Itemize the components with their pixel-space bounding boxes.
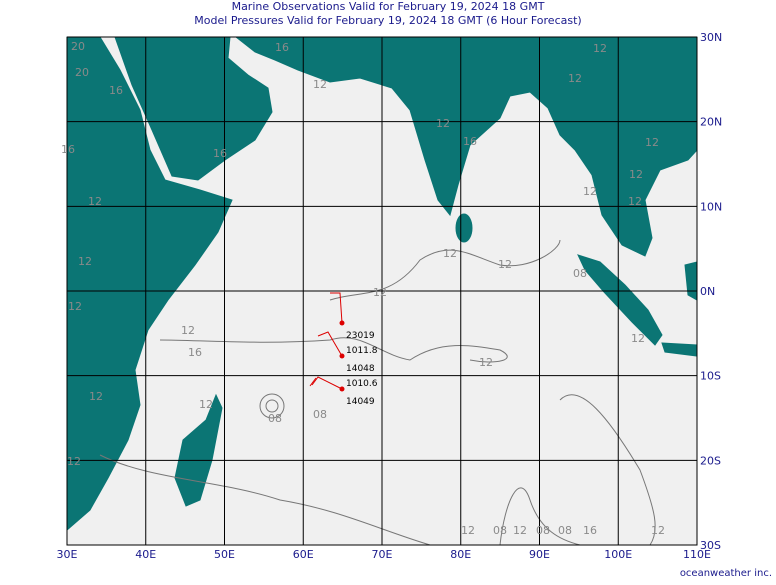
isobar-label: 12 <box>443 247 457 260</box>
lat-label: 10S <box>700 370 721 383</box>
isobar-label: 12 <box>568 72 582 85</box>
isobar-label: 12 <box>313 78 327 91</box>
graticule <box>66 36 698 546</box>
isobar-label: 08 <box>536 524 550 537</box>
isobar-label: 12 <box>89 390 103 403</box>
isobar-label: 12 <box>645 136 659 149</box>
labels: 30E 40E 50E 60E 70E 80E 90E 100E 110E 30N 20N 10N 0N… <box>57 31 723 561</box>
isobar-label: 12 <box>436 117 450 130</box>
isobar-label: 20 <box>75 66 89 79</box>
lat-label: 20S <box>700 454 721 467</box>
isobar-label: 20 <box>71 40 85 53</box>
land <box>66 36 698 532</box>
isobar-label: 12 <box>629 168 643 181</box>
isobar-label: 08 <box>313 408 327 421</box>
lon-label: 90E <box>529 548 550 561</box>
station-id: 14048 <box>346 364 375 374</box>
isobar-label: 08 <box>493 524 507 537</box>
isobar-label: 12 <box>479 356 493 369</box>
lon-label: 80E <box>450 548 471 561</box>
isobar-label: 08 <box>268 412 282 425</box>
subtitle: Model Pressures Valid for February 19, 2… <box>194 14 581 27</box>
isobar-label: 12 <box>498 258 512 271</box>
lon-label: 40E <box>135 548 156 561</box>
station-id: 14049 <box>346 397 375 407</box>
wind-barbs <box>309 292 343 390</box>
isobar-label: 16 <box>275 41 289 54</box>
isobar-label: 16 <box>188 346 202 359</box>
isobar-label: 12 <box>373 286 387 299</box>
lat-label: 30N <box>700 31 722 44</box>
station-id: 23019 <box>346 331 375 341</box>
isobar-label: 12 <box>199 398 213 411</box>
station-pressure: 1011.8 <box>346 346 378 356</box>
isobar-label: 12 <box>461 524 475 537</box>
isobar-label: 12 <box>583 185 597 198</box>
isobar-label: 12 <box>68 300 82 313</box>
isobar-label: 08 <box>558 524 572 537</box>
title: Marine Observations Valid for February 1… <box>232 0 545 13</box>
lon-label: 110E <box>683 548 711 561</box>
isobar-label: 16 <box>61 143 75 156</box>
isobar-label: 12 <box>513 524 527 537</box>
lon-label: 60E <box>293 548 314 561</box>
isobar-label: 12 <box>88 195 102 208</box>
isobar-label: 12 <box>593 42 607 55</box>
station-pressure: 1010.6 <box>346 379 378 389</box>
lon-label: 100E <box>604 548 632 561</box>
isobar-label: 12 <box>628 195 642 208</box>
lat-label: 10N <box>700 200 722 213</box>
isobar-label: 12 <box>67 455 81 468</box>
isobar-label: 12 <box>631 332 645 345</box>
credit: oceanweather inc. <box>680 568 772 579</box>
isobar-label: 16 <box>463 135 477 148</box>
isobar-label: 16 <box>109 84 123 97</box>
lat-label: 20N <box>700 116 722 129</box>
station-dots <box>339 320 345 392</box>
isobar-label: 12 <box>181 324 195 337</box>
lon-label: 70E <box>372 548 393 561</box>
lon-label: 30E <box>57 548 78 561</box>
isobars <box>99 239 656 546</box>
lat-label: 30S <box>700 539 721 552</box>
lat-label: 0N <box>700 285 715 298</box>
isobar-label: 12 <box>78 255 92 268</box>
isobar-label: 16 <box>213 147 227 160</box>
lon-label: 50E <box>214 548 235 561</box>
isobar-label: 12 <box>651 524 665 537</box>
isobar-label: 16 <box>583 524 597 537</box>
isobar-label: 08 <box>573 267 587 280</box>
